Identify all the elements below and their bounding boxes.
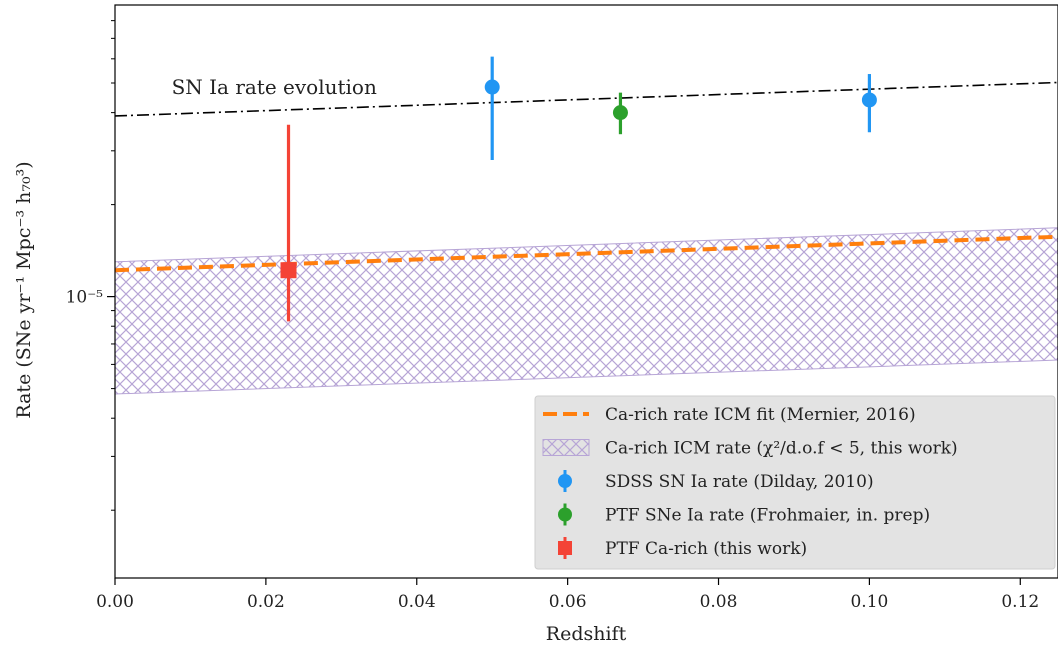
data-point-square bbox=[280, 262, 297, 279]
legend: Ca-rich rate ICM fit (Mernier, 2016) Ca-r… bbox=[534, 395, 1056, 570]
legend-box bbox=[534, 395, 1056, 570]
y-axis-label: Rate (SNe yr⁻¹ Mpc⁻³ h₇₀³) bbox=[13, 161, 35, 418]
legend-swatch bbox=[558, 507, 572, 522]
y-tick-label: 10⁻⁵ bbox=[66, 288, 104, 308]
axes-frame bbox=[114, 4, 1058, 579]
legend-label: Ca-rich rate ICM fit (Mernier, 2016) bbox=[605, 405, 916, 425]
plot-area bbox=[115, 56, 1058, 395]
legend-swatch bbox=[558, 474, 572, 488]
fit-line bbox=[115, 234, 1058, 273]
data-point bbox=[484, 79, 500, 95]
legend-label: PTF SNe Ia rate (Frohmaier, in. prep) bbox=[605, 506, 930, 526]
hatched-band-0 bbox=[115, 227, 1058, 395]
legend-label: PTF Ca-rich (this work) bbox=[605, 539, 807, 559]
legend-label: Ca-rich ICM rate (χ²/d.o.f < 5, this wor… bbox=[605, 439, 958, 459]
legend-swatch bbox=[558, 541, 572, 555]
axis-ticks: 0.00 0.02 0.04 0.06 0.08 0.10 0.12 10⁻⁵ bbox=[66, 20, 1039, 612]
series-annotation-label: SN Ia rate evolution bbox=[172, 75, 377, 99]
data-point bbox=[861, 92, 877, 108]
x-tick-label: 0.10 bbox=[850, 592, 888, 612]
x-tick-label: 0.02 bbox=[247, 592, 285, 612]
rate-evolution-line bbox=[115, 81, 1058, 117]
x-tick-label: 0.00 bbox=[96, 592, 134, 612]
x-tick-label: 0.04 bbox=[398, 592, 436, 612]
x-tick-label: 0.08 bbox=[700, 592, 738, 612]
data-point bbox=[612, 105, 628, 121]
legend-swatch bbox=[542, 439, 590, 456]
x-axis-label: Redshift bbox=[546, 623, 627, 645]
x-tick-label: 0.12 bbox=[1001, 592, 1039, 612]
x-tick-label: 0.06 bbox=[549, 592, 587, 612]
legend-label: SDSS SN Ia rate (Dilday, 2010) bbox=[605, 472, 874, 492]
